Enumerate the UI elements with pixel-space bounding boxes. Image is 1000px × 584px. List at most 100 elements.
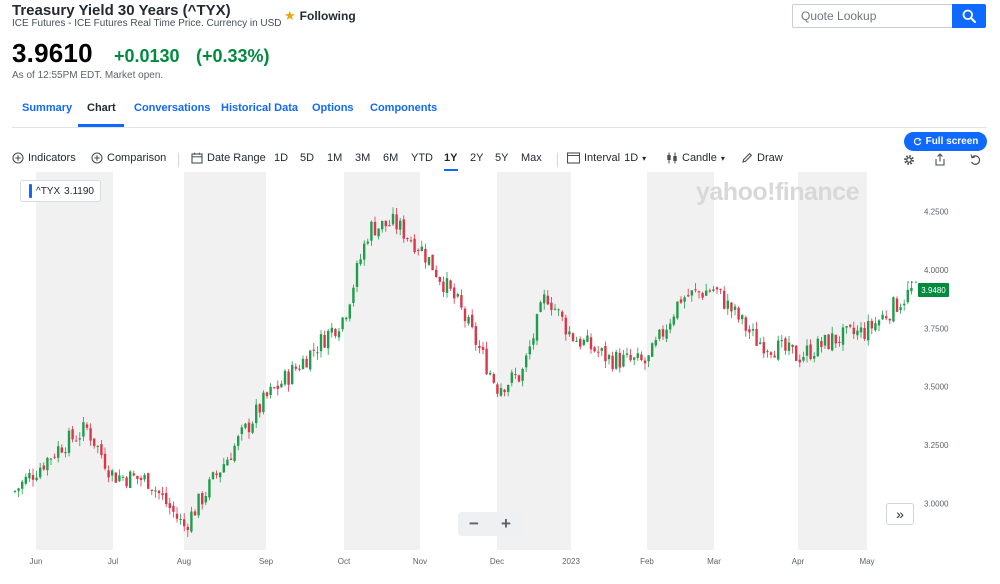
- range-1y[interactable]: 1Y: [444, 152, 458, 164]
- candle-up: [557, 309, 560, 311]
- candle-down: [409, 240, 413, 242]
- candle-down: [762, 342, 765, 354]
- draw-button[interactable]: Draw: [741, 152, 783, 164]
- candle-up: [802, 356, 805, 361]
- chart-canvas[interactable]: 3.0000 3.2500 3.5000 3.7500 4.0000 4.2500 Jun J…: [12, 172, 987, 584]
- follow-button[interactable]: ★ Following: [284, 8, 356, 24]
- candle-up: [543, 294, 546, 304]
- candle-up: [507, 384, 510, 393]
- candle-down: [546, 295, 549, 305]
- date-range-button[interactable]: Date Range: [191, 152, 266, 164]
- candle-down: [863, 327, 866, 339]
- series-color-swatch: [29, 184, 32, 198]
- candle-up: [301, 358, 305, 370]
- candle-up: [647, 355, 650, 362]
- tab-summary[interactable]: Summary: [22, 102, 73, 114]
- candle-down: [798, 359, 801, 363]
- candle-down: [165, 492, 168, 505]
- candle-up: [233, 445, 236, 461]
- candle-down: [413, 238, 416, 253]
- search-input[interactable]: [793, 5, 953, 27]
- comparison-button[interactable]: Comparison: [91, 152, 166, 164]
- reset-icon[interactable]: [969, 153, 981, 166]
- candle-up: [910, 287, 913, 292]
- candle-down: [431, 254, 434, 271]
- candle-up: [859, 327, 863, 333]
- tab-chart[interactable]: Chart: [87, 102, 116, 114]
- candle-down: [852, 327, 855, 334]
- x-tick-label: Apr: [792, 557, 805, 566]
- range-5y[interactable]: 5Y: [495, 152, 509, 164]
- zoom-out-button[interactable]: −: [469, 514, 479, 533]
- tab-historical-data[interactable]: Historical Data: [221, 102, 299, 114]
- candle-up: [348, 304, 351, 319]
- tab-options[interactable]: Options: [312, 102, 354, 114]
- candle-down: [629, 354, 632, 360]
- quote-tabs: Summary Chart Conversations Historical D…: [12, 98, 987, 128]
- candle-down: [384, 220, 387, 227]
- candle-down: [276, 385, 279, 389]
- candle-down: [481, 346, 485, 350]
- candle-up: [309, 350, 312, 370]
- candle-down: [514, 374, 517, 376]
- search-button[interactable]: [952, 4, 986, 28]
- draw-label: Draw: [757, 152, 783, 164]
- candle-up: [532, 338, 535, 345]
- candle-up: [319, 334, 323, 352]
- candle-down: [485, 348, 488, 375]
- candle-down: [168, 503, 171, 509]
- candle-up: [179, 518, 182, 520]
- range-1m[interactable]: 1M: [327, 152, 343, 164]
- candle-up: [489, 372, 492, 375]
- candle-down: [618, 352, 621, 368]
- range-6m[interactable]: 6M: [383, 152, 399, 164]
- share-icon[interactable]: [934, 153, 946, 166]
- gear-icon[interactable]: [903, 154, 915, 166]
- candle-up: [633, 357, 636, 360]
- month-band: [36, 172, 113, 550]
- candle-down: [150, 489, 153, 491]
- range-max[interactable]: Max: [521, 152, 542, 164]
- candle-up: [899, 307, 902, 311]
- chart-legend[interactable]: ^TYX 3.1190: [20, 180, 101, 202]
- chart-type-button[interactable]: Candle ▾: [666, 152, 725, 164]
- candle-up: [427, 257, 431, 265]
- candle-down: [89, 428, 92, 441]
- indicators-button[interactable]: Indicators: [12, 152, 76, 164]
- fullscreen-label: Full screen: [925, 136, 979, 147]
- candle-up: [96, 445, 99, 447]
- y-tick-label: 4.2500: [924, 208, 949, 217]
- x-tick-label: May: [859, 557, 874, 566]
- price-chart[interactable]: 3.0000 3.2500 3.5000 3.7500 4.0000 4.2500 Jun J…: [12, 172, 987, 584]
- range-ytd[interactable]: YTD: [411, 152, 433, 164]
- range-3m[interactable]: 3M: [355, 152, 371, 164]
- x-tick-label: Jun: [30, 557, 43, 566]
- range-2y[interactable]: 2Y: [470, 152, 484, 164]
- candle-up: [813, 356, 816, 359]
- candle-up: [575, 340, 578, 342]
- current-price: 3.9610: [12, 38, 93, 68]
- candle-down: [701, 293, 704, 298]
- zoom-in-button[interactable]: +: [501, 514, 511, 533]
- candle-up: [553, 308, 557, 310]
- calendar-icon: [191, 152, 203, 164]
- candle-up: [78, 438, 81, 440]
- chevron-down-icon: ▾: [720, 153, 725, 163]
- candle-down: [107, 470, 110, 478]
- tab-components[interactable]: Components: [370, 102, 438, 114]
- candle-down: [640, 354, 643, 361]
- tab-conversations[interactable]: Conversations: [134, 102, 211, 114]
- interval-button[interactable]: Interval 1D ▾: [567, 152, 646, 164]
- search-icon: [962, 9, 976, 23]
- candle-down: [183, 519, 186, 527]
- candle-up: [903, 303, 906, 306]
- candle-up: [111, 470, 114, 476]
- range-1d[interactable]: 1D: [274, 152, 289, 164]
- candle-up: [874, 323, 877, 331]
- candle-down: [85, 424, 89, 428]
- scroll-to-end-button[interactable]: »: [886, 503, 914, 525]
- range-5d[interactable]: 5D: [300, 152, 315, 164]
- interval-label: Interval: [584, 152, 621, 164]
- plus-circle-icon: [12, 152, 24, 164]
- fullscreen-button[interactable]: Full screen: [904, 132, 987, 151]
